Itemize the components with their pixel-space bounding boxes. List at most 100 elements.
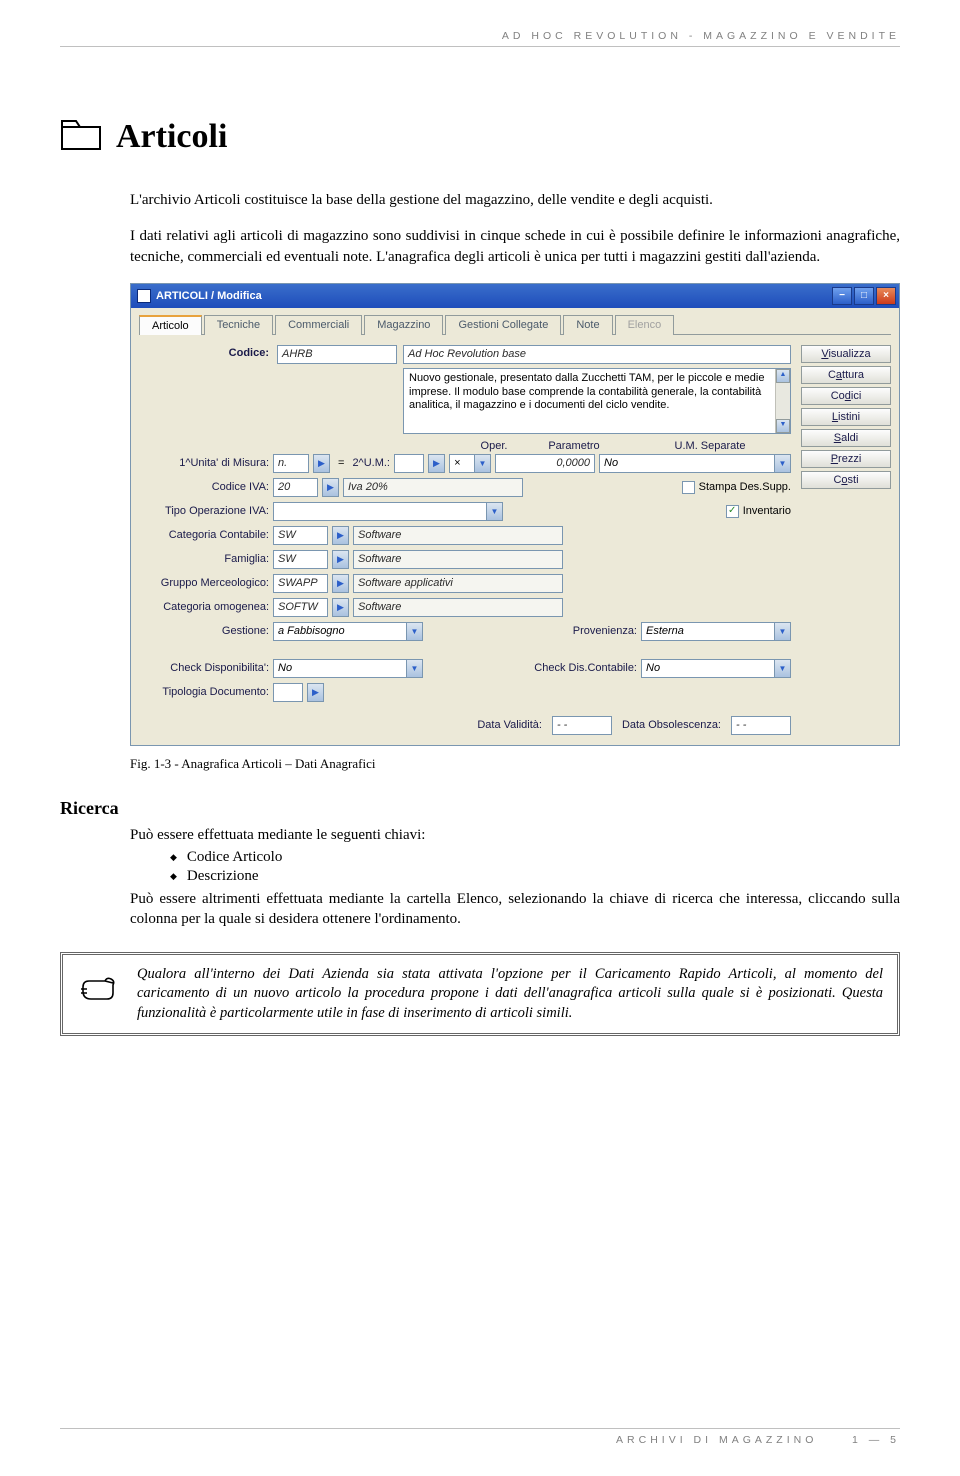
tab-articolo[interactable]: Articolo	[139, 315, 202, 335]
page-header: AD HOC REVOLUTION - MAGAZZINO E VENDITE	[60, 30, 900, 47]
label-stampa: Stampa Des.Supp.	[699, 481, 791, 493]
famiglia-desc: Software	[353, 550, 563, 569]
folder-icon	[60, 117, 102, 156]
prezzi-button[interactable]: Prezzi	[801, 450, 891, 468]
page-footer: ARCHIVI DI MAGAZZINO 1 — 5	[60, 1428, 900, 1446]
app-screenshot: ARTICOLI / Modifica − □ × Articolo Tecni…	[130, 283, 900, 746]
inventario-checkbox[interactable]: ✓	[726, 505, 739, 518]
tab-strip: Articolo Tecniche Commerciali Magazzino …	[139, 314, 891, 335]
listini-button[interactable]: Listini	[801, 408, 891, 426]
zoom-icon[interactable]: ▶	[332, 574, 349, 593]
oper-combo[interactable]: ×▼	[449, 454, 491, 473]
list-item: Codice Articolo	[170, 849, 900, 866]
note-textarea[interactable]: Nuovo gestionale, presentato dalla Zucch…	[403, 368, 791, 434]
label-codice-iva: Codice IVA:	[139, 481, 269, 493]
tipodoc-input[interactable]	[273, 683, 303, 702]
label-eq: =	[334, 457, 348, 469]
zoom-icon[interactable]: ▶	[428, 454, 445, 473]
codici-button[interactable]: Codici	[801, 387, 891, 405]
chevron-down-icon: ▼	[406, 623, 422, 640]
chevron-down-icon: ▼	[774, 455, 790, 472]
label-tipo-op-iva: Tipo Operazione IVA:	[139, 505, 269, 517]
um2-input[interactable]	[394, 454, 424, 473]
label-data-obsol: Data Obsolescenza:	[622, 719, 721, 731]
codiceiva-input[interactable]: 20	[273, 478, 318, 497]
chevron-down-icon: ▼	[486, 503, 502, 520]
catcont-input[interactable]: SW	[273, 526, 328, 545]
title-row: Articoli	[60, 117, 900, 156]
minimize-button[interactable]: −	[832, 287, 852, 305]
page-title: Articoli	[116, 118, 227, 156]
scroll-up-icon[interactable]: ▲	[776, 369, 790, 383]
costi-button[interactable]: Costi	[801, 471, 891, 489]
checkdiscont-combo[interactable]: No▼	[641, 659, 791, 678]
label-inventario: Inventario	[743, 505, 791, 517]
label-gestione: Gestione:	[139, 625, 269, 637]
intro-paragraph-1: L'archivio Articoli costituisce la base …	[130, 190, 900, 210]
zoom-icon[interactable]: ▶	[332, 598, 349, 617]
checkdisp-combo[interactable]: No▼	[273, 659, 423, 678]
side-button-column: Visualizza Cattura Codici Listini Saldi …	[801, 345, 891, 735]
scrollbar[interactable]: ▲ ▼	[775, 369, 790, 433]
umsep-combo[interactable]: No▼	[599, 454, 791, 473]
chevron-down-icon: ▼	[774, 623, 790, 640]
ricerca-lead: Può essere effettuata mediante le seguen…	[130, 825, 900, 845]
label-check-disp: Check Disponibilita':	[139, 662, 269, 674]
label-cat-cont: Categoria Contabile:	[139, 529, 269, 541]
famiglia-input[interactable]: SW	[273, 550, 328, 569]
provenienza-combo[interactable]: Esterna▼	[641, 622, 791, 641]
codice-input[interactable]: AHRB	[277, 345, 397, 364]
ricerca-after: Può essere altrimenti effettuata mediant…	[130, 889, 900, 930]
zoom-icon[interactable]: ▶	[322, 478, 339, 497]
label-gruppo-merc: Gruppo Merceologico:	[139, 577, 269, 589]
catcont-desc: Software	[353, 526, 563, 545]
tab-gestioni[interactable]: Gestioni Collegate	[445, 315, 561, 335]
footer-text: ARCHIVI DI MAGAZZINO	[616, 1434, 817, 1446]
window-title: ARTICOLI / Modifica	[156, 290, 832, 302]
chevron-down-icon: ▼	[406, 660, 422, 677]
note-box: Qualora all'interno dei Dati Azienda sia…	[60, 952, 900, 1037]
tab-note[interactable]: Note	[563, 315, 612, 335]
ricerca-heading: Ricerca	[60, 798, 900, 819]
cattura-button[interactable]: Cattura	[801, 366, 891, 384]
gruppomerc-input[interactable]: SWAPP	[273, 574, 328, 593]
zoom-icon[interactable]: ▶	[307, 683, 324, 702]
saldi-button[interactable]: Saldi	[801, 429, 891, 447]
catomog-input[interactable]: SOFTW	[273, 598, 328, 617]
tab-tecniche[interactable]: Tecniche	[204, 315, 273, 335]
label-oper: Oper.	[469, 440, 519, 452]
list-item: Descrizione	[170, 868, 900, 885]
close-button[interactable]: ×	[876, 287, 896, 305]
label-unita: 1^Unita' di Misura:	[139, 457, 269, 469]
label-codice: Codice:	[139, 345, 269, 359]
tipoopiva-combo[interactable]: ▼	[273, 502, 503, 521]
data-validita-input[interactable]: - -	[552, 716, 612, 735]
unita-input[interactable]: n.	[273, 454, 309, 473]
label-tipologia-doc: Tipologia Documento:	[139, 686, 269, 698]
iva-desc: Iva 20%	[343, 478, 523, 497]
visualizza-button[interactable]: Visualizza	[801, 345, 891, 363]
label-famiglia: Famiglia:	[139, 553, 269, 565]
section-ricerca: Ricerca Può essere effettuata mediante l…	[60, 798, 900, 930]
app-icon	[137, 289, 151, 303]
window-titlebar: ARTICOLI / Modifica − □ ×	[131, 284, 899, 308]
parametro-input[interactable]: 0,0000	[495, 454, 595, 473]
maximize-button[interactable]: □	[854, 287, 874, 305]
zoom-icon[interactable]: ▶	[332, 526, 349, 545]
zoom-icon[interactable]: ▶	[313, 454, 330, 473]
tab-magazzino[interactable]: Magazzino	[364, 315, 443, 335]
descrizione-input[interactable]: Ad Hoc Revolution base	[403, 345, 791, 364]
hand-icon	[77, 965, 121, 1024]
stampa-checkbox[interactable]	[682, 481, 695, 494]
ricerca-bullets: Codice Articolo Descrizione	[170, 849, 900, 885]
zoom-icon[interactable]: ▶	[332, 550, 349, 569]
gestione-combo[interactable]: a Fabbisogno▼	[273, 622, 423, 641]
label-provenienza: Provenienza:	[573, 625, 637, 637]
tab-elenco[interactable]: Elenco	[615, 315, 675, 335]
data-obsol-input[interactable]: - -	[731, 716, 791, 735]
tab-commerciali[interactable]: Commerciali	[275, 315, 362, 335]
label-check-dis-cont: Check Dis.Contabile:	[534, 662, 637, 674]
chevron-down-icon: ▼	[474, 455, 490, 472]
label-cat-omog: Categoria omogenea:	[139, 601, 269, 613]
scroll-down-icon[interactable]: ▼	[776, 419, 790, 433]
